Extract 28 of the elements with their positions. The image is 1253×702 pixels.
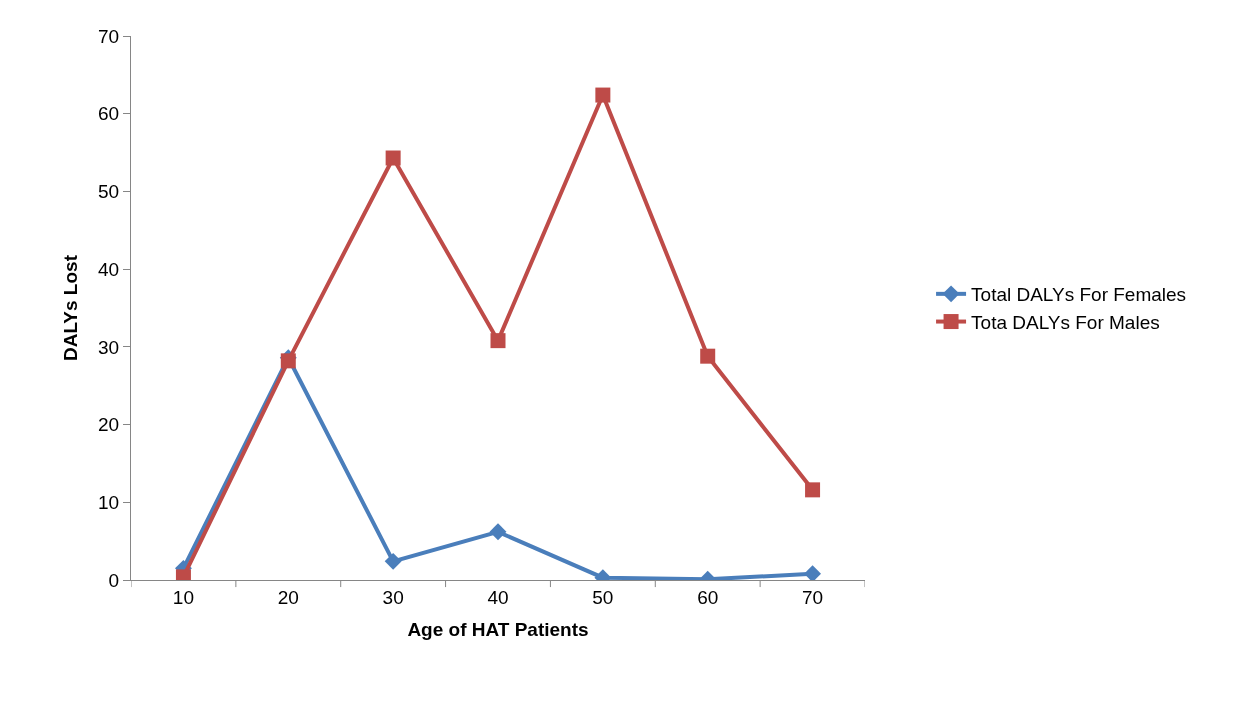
point — [489, 523, 507, 541]
point — [490, 333, 506, 349]
y-tick-label: 40 — [98, 258, 120, 280]
x-tick-label: 30 — [382, 586, 404, 608]
x-tick-label: 10 — [172, 586, 194, 608]
point — [595, 87, 611, 103]
y-tick-label: 50 — [98, 181, 120, 203]
point — [805, 482, 821, 498]
x-tick-label: 20 — [277, 586, 299, 608]
x-axis-title: Age of HAT Patients — [407, 618, 589, 640]
x-tick-label: 50 — [592, 586, 614, 608]
x-tick-label: 70 — [802, 586, 824, 608]
point — [384, 552, 402, 570]
y-axis-title: DALYs Lost — [59, 254, 81, 361]
x-tick-label: 40 — [487, 586, 509, 608]
point — [700, 348, 716, 364]
point — [385, 150, 401, 166]
y-tick-label: 30 — [98, 336, 120, 358]
y-tick-label: 20 — [98, 414, 120, 436]
y-tick-label: 60 — [98, 103, 120, 125]
y-tick-label: 0 — [108, 569, 120, 591]
y-tick-label: 10 — [98, 491, 120, 513]
x-tick-label: 60 — [697, 586, 719, 608]
point — [280, 353, 296, 369]
legend-label: Tota DALYs For Males — [971, 311, 1160, 333]
point — [804, 565, 822, 580]
legend-label: Total DALYs For Females — [971, 284, 1187, 306]
y-tick-label: 70 — [98, 25, 120, 47]
